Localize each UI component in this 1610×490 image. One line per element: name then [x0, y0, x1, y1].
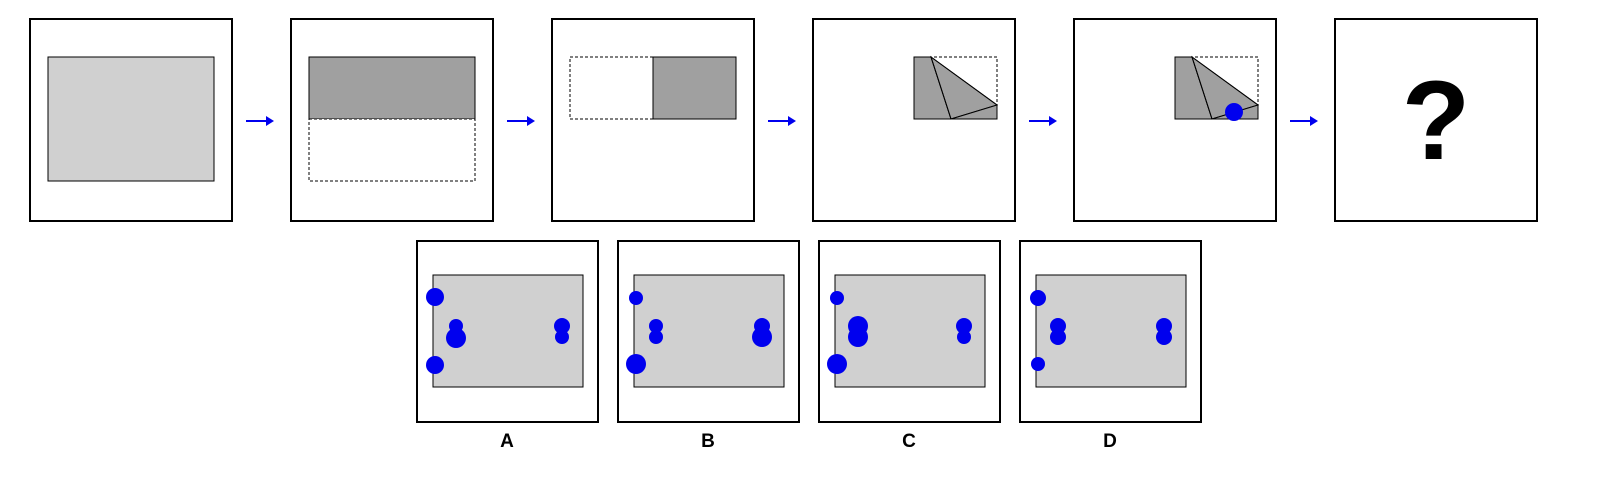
hole — [555, 330, 569, 344]
hole — [1031, 357, 1045, 371]
fold-crease — [930, 56, 952, 120]
hole — [827, 354, 847, 374]
hole — [1030, 290, 1046, 306]
hole — [426, 356, 444, 374]
hole — [1050, 329, 1066, 345]
hole — [752, 327, 772, 347]
fold-edge — [930, 56, 998, 106]
folded-right-quarter — [652, 56, 737, 120]
question-panel: ? — [1334, 18, 1538, 222]
step-5-figure — [1174, 55, 1260, 121]
arrow-right-icon — [768, 116, 796, 126]
arrow-right-icon — [1290, 116, 1318, 126]
folded-top-half — [308, 56, 476, 120]
option-b-panel[interactable] — [617, 240, 800, 423]
option-c-label[interactable]: C — [902, 431, 916, 452]
hole — [1156, 318, 1172, 334]
hole — [446, 328, 466, 348]
question-mark: ? — [1401, 57, 1471, 183]
step-5-panel — [1073, 18, 1277, 222]
hole — [426, 288, 444, 306]
hole — [848, 327, 868, 347]
folded-remaining — [950, 104, 998, 120]
hole — [1050, 318, 1066, 334]
option-d-label[interactable]: D — [1103, 431, 1117, 452]
ghost-bottom-half — [308, 118, 476, 182]
ghost-left-quarter — [569, 56, 654, 120]
hole — [626, 354, 646, 374]
step-3-figure — [569, 56, 737, 120]
option-a-panel[interactable] — [416, 240, 599, 423]
hole — [956, 318, 972, 334]
hole — [554, 318, 570, 334]
hole — [649, 319, 663, 333]
punched-hole — [1225, 103, 1243, 121]
arrow-right-icon — [507, 116, 535, 126]
arrow-right-icon — [246, 116, 274, 126]
option-b-label[interactable]: B — [701, 431, 715, 452]
step-2-panel — [290, 18, 494, 222]
option-d-panel[interactable] — [1019, 240, 1202, 423]
step-2-figure — [308, 56, 476, 182]
hole — [830, 291, 844, 305]
step-4-figure — [913, 55, 999, 120]
option-d-figure — [1030, 274, 1187, 388]
step-4-panel — [812, 18, 1016, 222]
option-a-label[interactable]: A — [500, 431, 514, 452]
option-b-figure — [626, 274, 785, 388]
step-3-panel — [551, 18, 755, 222]
paper-sheet — [47, 56, 215, 182]
step-1-panel — [29, 18, 233, 222]
option-a-figure — [426, 274, 584, 388]
arrow-right-icon — [1029, 116, 1057, 126]
hole — [649, 330, 663, 344]
option-c-figure — [827, 274, 986, 388]
hole — [629, 291, 643, 305]
option-c-panel[interactable] — [818, 240, 1001, 423]
hole — [1156, 329, 1172, 345]
hole — [957, 330, 971, 344]
step-1-figure — [47, 56, 215, 182]
